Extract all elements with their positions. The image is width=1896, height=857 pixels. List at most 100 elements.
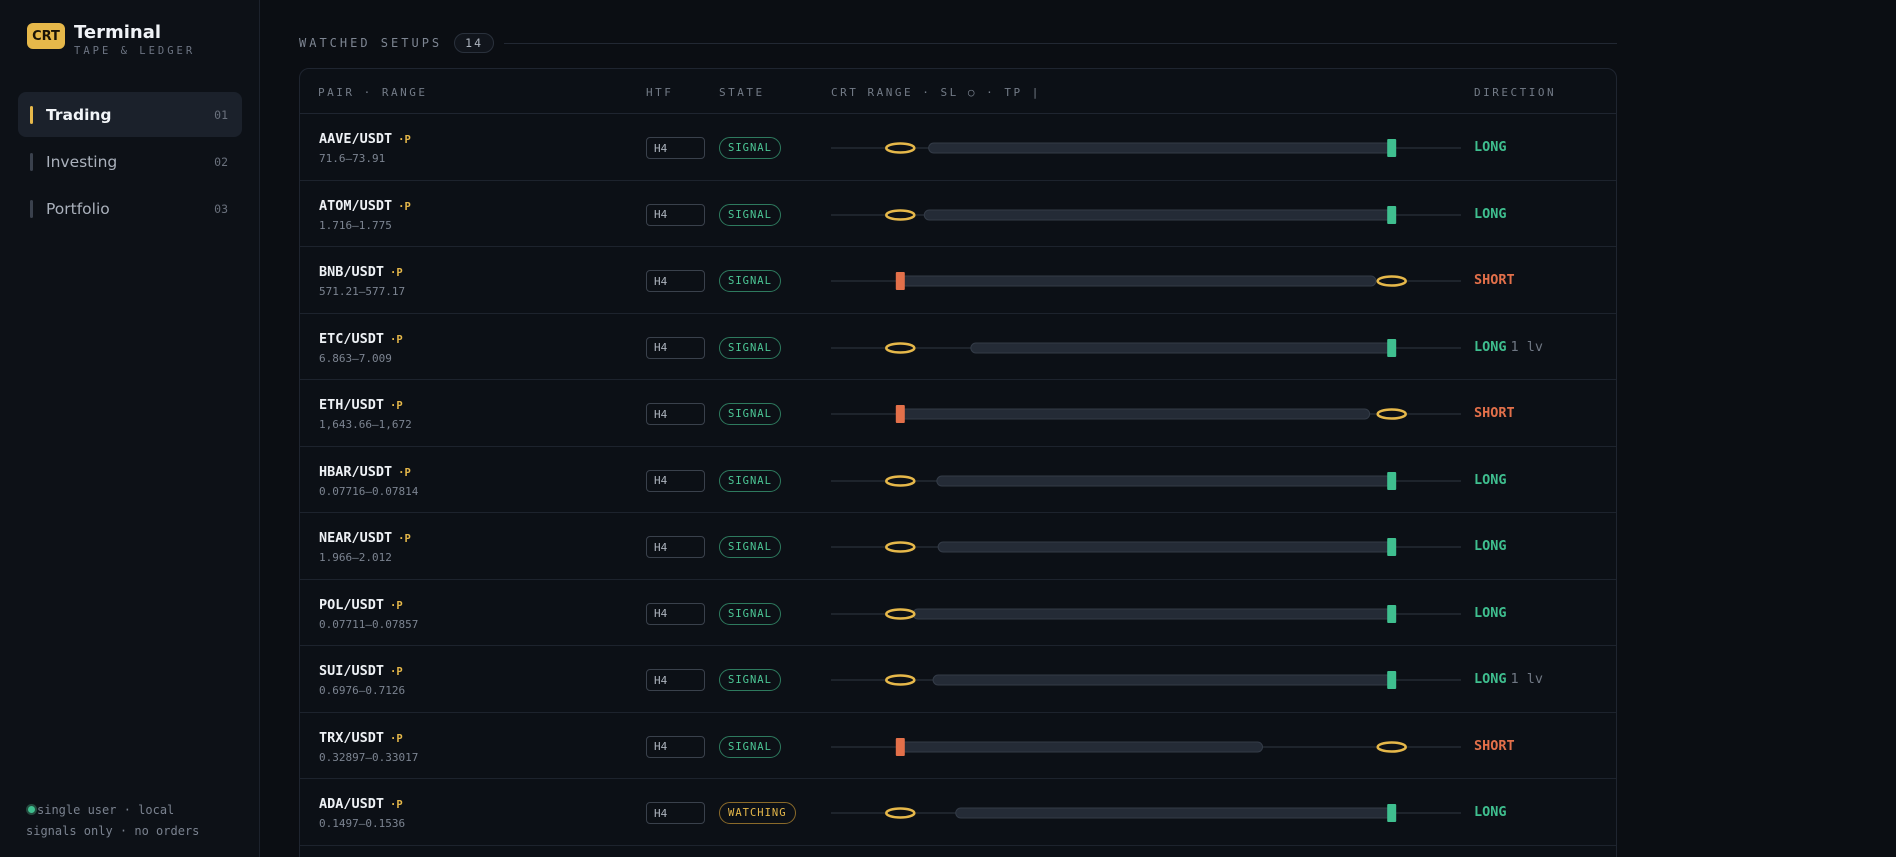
pair-tag: ·P [390,599,403,612]
htf-select[interactable]: H4 [646,270,705,292]
nav-indicator [30,152,33,171]
pair-name: ADA/USDT ·P [319,796,403,812]
brand: CRT Terminal TAPE & LEDGER [27,22,195,58]
nav-number: 01 [214,107,228,122]
direction-label: LONG [1474,538,1507,554]
pair-symbol: ETC/USDT [319,330,385,347]
table-row[interactable]: HBAR/USDT ·P 0.07716–0.07814 H4 SIGNAL LONG [300,447,1616,513]
table-row[interactable]: SUI/USDT ·P 0.6976–0.7126 H4 SIGNAL LONG 1 lv [300,646,1616,713]
pair-name: ETH/USDT ·P [319,397,403,413]
pair-name: ATOM/USDT ·P [319,198,411,214]
htf-select[interactable]: H4 [646,536,705,558]
pair-range: 1.966–2.012 [319,551,392,564]
col-htf[interactable]: HTF [646,86,674,99]
pair-range: 0.1497–0.1536 [319,817,406,830]
take-profit-marker [1387,604,1397,623]
direction-value: SHORT [1474,405,1515,421]
pair-name: HBAR/USDT ·P [319,464,411,480]
pair-name: AAVE/USDT ·P [319,131,411,147]
nav-item-investing[interactable]: Investing 02 [18,139,242,184]
status-dot-icon [26,804,37,815]
table-row[interactable]: ETH/USDT ·P 1,643.66–1,672 H4 SIGNAL SHORT [300,380,1616,447]
section-divider [504,42,1617,44]
take-profit-marker [1387,338,1397,357]
state-badge: WATCHING [719,802,796,824]
htf-select[interactable]: H4 [646,336,705,359]
htf-select[interactable]: H4 [646,802,705,824]
direction-label: LONG 1 lv [1474,671,1543,687]
direction-value: LONG [1474,205,1507,222]
crt-range-bar [831,604,1461,623]
pair-range: 0.6976–0.7126 [319,684,406,697]
htf-select[interactable]: H4 [646,469,705,492]
table-row[interactable]: TRX/USDT ·P 0.32897–0.33017 H4 SIGNAL SHORT [300,713,1616,779]
col-crt-range[interactable]: CRT RANGE · SL ○ · TP | [831,86,1041,99]
table-row[interactable]: ADA/USDT ·P 0.1497–0.1536 H4 WATCHING LONG [300,779,1616,846]
pair-symbol: TRX/USDT [319,729,385,746]
direction-value: LONG [1474,538,1507,554]
range-fill [899,741,1264,752]
nav-number: 03 [214,201,228,216]
pair-tag: ·P [398,134,411,146]
table-row[interactable]: ETC/USDT ·P 6.863–7.009 H4 SIGNAL LONG 1 lv [300,314,1616,380]
direction-label: SHORT [1474,272,1515,288]
htf-select[interactable]: H4 [646,203,705,226]
htf-select[interactable]: H4 [646,403,705,425]
crt-range-bar [831,272,1461,290]
stop-loss-marker [885,208,916,221]
crt-range-bar [831,139,1461,157]
pair-tag: ·P [390,333,403,346]
nav-item-portfolio[interactable]: Portfolio 03 [18,186,242,231]
col-pair[interactable]: PAIR · RANGE [318,86,428,99]
stop-loss-marker [1376,408,1408,420]
table-row[interactable]: ATOM/USDT ·P 1.716–1.775 H4 SIGNAL LONG [300,181,1616,247]
col-direction[interactable]: DIRECTION [1474,86,1557,99]
table-row[interactable]: BNB/USDT ·P 571.21–577.17 H4 SIGNAL SHORT [300,247,1616,314]
section-header: WATCHED SETUPS 14 [299,33,1617,53]
pair-symbol: ATOM/USDT [319,197,393,214]
level-count: 1 lv [1510,338,1544,355]
pair-tag: ·P [390,666,403,678]
direction-label: SHORT [1474,405,1515,421]
range-fill [936,475,1393,486]
table-row[interactable]: AAVE/USDT ·P 71.6–73.91 H4 SIGNAL LONG [300,114,1616,181]
table-row[interactable]: POL/USDT ·P 0.07711–0.07857 H4 SIGNAL LONG [300,580,1616,646]
pair-name: NEAR/USDT ·P [319,530,411,546]
level-count: 1 lv [1510,671,1544,687]
direction-label: LONG [1474,472,1507,488]
pair-tag: ·P [390,400,403,412]
nav-item-trading[interactable]: Trading 01 [18,92,242,137]
crt-range-bar [831,671,1461,689]
state-badge: SIGNAL [719,536,781,558]
col-state[interactable]: STATE [719,86,765,99]
pair-tag: ·P [390,732,403,745]
direction-label: LONG 1 lv [1474,339,1543,355]
footer-line-2: signals only · no orders [26,824,200,838]
section-title: WATCHED SETUPS [299,36,443,50]
htf-select[interactable]: H4 [646,735,705,758]
stop-loss-marker [1376,740,1408,753]
state-badge: SIGNAL [719,469,781,492]
htf-select[interactable]: H4 [646,137,705,159]
pair-range: 1.716–1.775 [319,218,392,232]
nav-label: Trading [46,105,112,124]
range-fill [928,142,1393,154]
pair-range: 1,643.66–1,672 [319,418,412,431]
take-profit-marker [1387,471,1397,490]
htf-select[interactable]: H4 [646,602,705,625]
direction-value: SHORT [1474,737,1515,754]
stop-loss-marker [885,341,916,354]
direction-value: LONG [1474,139,1507,155]
state-badge: SIGNAL [719,669,781,691]
pair-symbol: NEAR/USDT [319,530,393,546]
crt-range-bar [831,405,1461,423]
pair-tag: ·P [390,267,403,279]
brand-badge: CRT [27,23,65,49]
table-row[interactable]: NEAR/USDT ·P 1.966–2.012 H4 SIGNAL LONG [300,513,1616,580]
htf-select[interactable]: H4 [646,669,705,691]
stop-loss-marker [885,674,916,686]
sidebar: CRT Terminal TAPE & LEDGER Trading 01 Inve… [0,0,260,857]
pair-symbol: POL/USDT [319,596,385,613]
pair-symbol: AAVE/USDT [319,131,393,147]
pair-name: TRX/USDT ·P [319,730,403,746]
